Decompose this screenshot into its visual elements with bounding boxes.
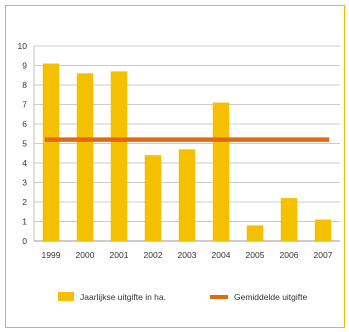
y-tick-label-8: 8 (22, 80, 27, 90)
bar-2005 (246, 225, 264, 241)
bar-2003 (178, 149, 196, 241)
bar-2006 (280, 198, 298, 241)
legend-swatch-line (210, 295, 228, 299)
y-tick-label-5: 5 (22, 139, 27, 149)
bar-2007 (314, 219, 332, 241)
x-tick-label-2000: 2000 (76, 250, 95, 260)
chart-frame (5, 5, 345, 328)
bar-2002 (144, 155, 162, 241)
legend-label-bars: Jaarlijkse uitgifte in ha. (80, 292, 166, 302)
bar-2001 (110, 71, 128, 241)
y-axis-ticks: 0 1 2 3 4 5 6 7 8 9 10 (18, 41, 28, 246)
y-tick-label-4: 4 (22, 158, 27, 168)
bar-2000 (76, 73, 94, 241)
legend-label-line: Gemiddelde uitgifte (234, 292, 308, 302)
x-tick-label-2002: 2002 (144, 250, 163, 260)
y-tick-label-0: 0 (22, 236, 27, 246)
y-tick-label-6: 6 (22, 119, 27, 129)
x-tick-label-2005: 2005 (246, 250, 265, 260)
x-tick-label-2004: 2004 (212, 250, 231, 260)
x-tick-label-1999: 1999 (42, 250, 61, 260)
y-tick-label-9: 9 (22, 61, 27, 71)
x-tick-label-2006: 2006 (280, 250, 299, 260)
y-tick-label-7: 7 (22, 100, 27, 110)
y-tick-label-3: 3 (22, 178, 27, 188)
x-axis-ticks: 1999 2000 2001 2002 2003 2004 2005 2006 2007 (42, 250, 333, 260)
x-tick-label-2003: 2003 (178, 250, 197, 260)
x-tick-label-2001: 2001 (110, 250, 129, 260)
x-tick-label-2007: 2007 (314, 250, 333, 260)
y-tick-label-2: 2 (22, 197, 27, 207)
bar-2004 (212, 102, 230, 241)
y-tick-label-10: 10 (18, 41, 28, 51)
y-tick-label-1: 1 (22, 217, 27, 227)
bar-1999 (42, 63, 60, 241)
bars (42, 63, 332, 241)
legend: Jaarlijkse uitgifte in ha. Gemiddelde ui… (58, 292, 308, 302)
legend-swatch-bars (58, 292, 74, 301)
